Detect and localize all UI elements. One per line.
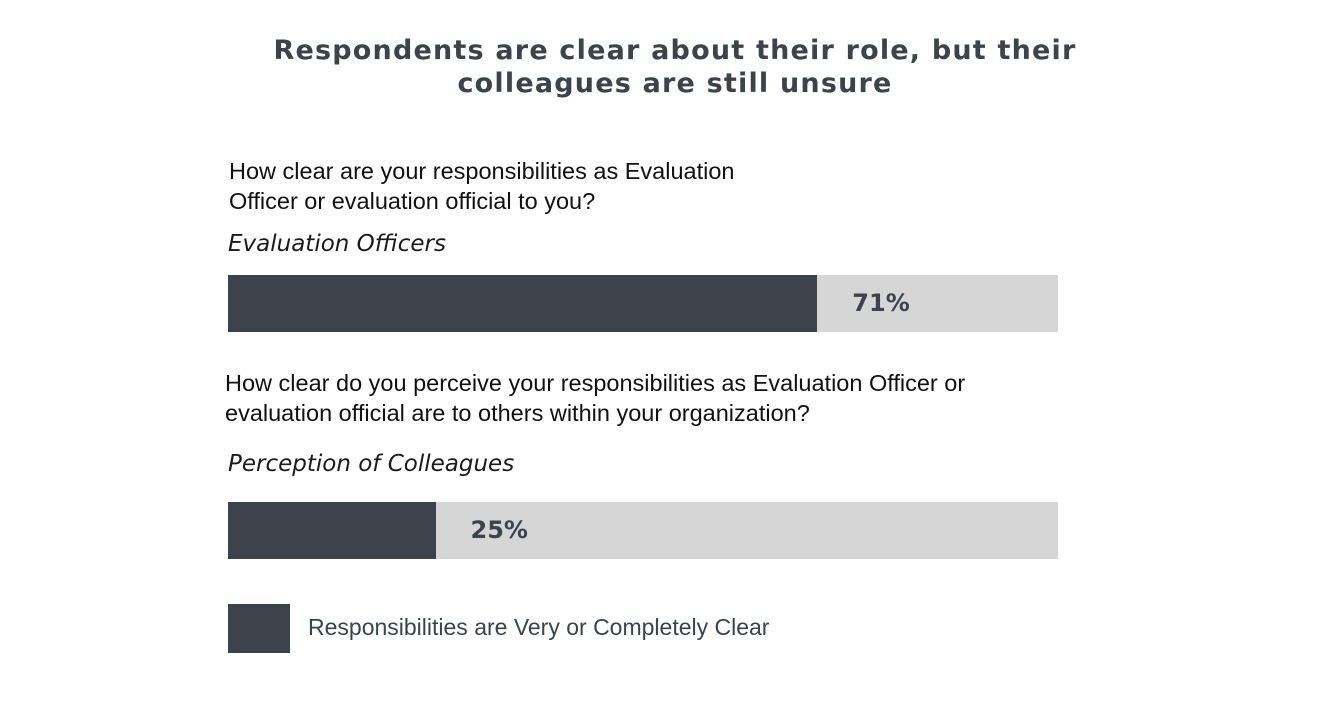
data-label-perception-of-colleagues: 25% [470, 516, 528, 544]
question-2: How clear do you perceive your responsib… [225, 370, 966, 426]
bar-evaluation-officers [228, 275, 818, 332]
bar-track-evaluation-officers: 71% [228, 275, 1058, 332]
question-1: How clear are your responsibilities as E… [229, 158, 735, 214]
category-label-perception-of-colleagues: Perception of Colleagues [228, 451, 515, 477]
category-label-evaluation-officers: Evaluation Officers [228, 231, 446, 257]
bar-perception-of-colleagues [228, 502, 436, 559]
data-label-evaluation-officers: 71% [852, 289, 910, 317]
legend-swatch [228, 604, 290, 653]
chart-title: Respondents are clear about their role, … [273, 35, 1077, 99]
legend-label: Responsibilities are Very or Completely … [308, 614, 770, 640]
bar-track-perception-of-colleagues: 25% [228, 502, 1058, 559]
